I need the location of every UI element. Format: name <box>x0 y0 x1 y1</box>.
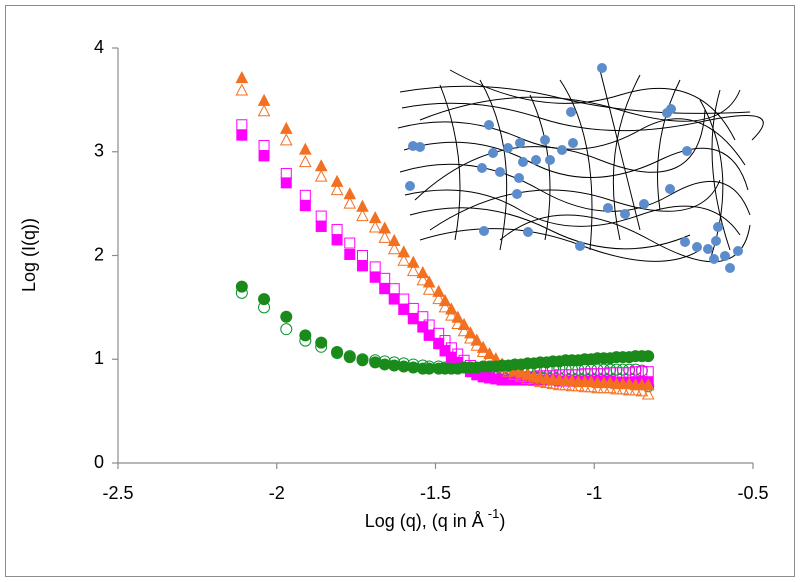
data-point <box>235 71 249 84</box>
data-point <box>416 266 430 279</box>
data-point <box>299 329 312 342</box>
data-point <box>397 253 411 266</box>
data-point <box>416 273 430 286</box>
data-point <box>343 351 356 364</box>
x-axis-label-sup: -1 <box>488 506 500 521</box>
data-point <box>379 283 391 295</box>
y-tick-label: 3 <box>94 141 104 161</box>
data-point <box>315 336 328 349</box>
data-point <box>398 303 410 315</box>
data-point <box>280 177 292 189</box>
data-point <box>483 346 496 360</box>
data-point <box>343 187 357 200</box>
data-point <box>280 323 293 336</box>
data-point <box>298 155 312 168</box>
data-point <box>407 313 419 325</box>
x-axis-label-end: ) <box>499 511 505 531</box>
data-point <box>331 345 344 358</box>
data-point <box>635 384 649 397</box>
x-axis-label-main: Log (q), (q in Å <box>365 511 484 531</box>
y-tick-label: 2 <box>94 244 104 264</box>
data-point <box>406 263 420 277</box>
x-tick-label: -2.5 <box>102 483 133 503</box>
data-point <box>406 255 420 268</box>
x-axis-label: Log (q), (q in Å -1) <box>365 506 506 530</box>
data-point <box>445 308 458 321</box>
x-tick-label: -1.5 <box>420 483 451 503</box>
data-point <box>417 321 429 333</box>
data-point <box>356 208 369 222</box>
data-point <box>457 317 471 331</box>
data-point <box>330 174 344 187</box>
data-point <box>236 129 248 141</box>
data-point <box>476 340 490 353</box>
inset-fibers <box>397 69 764 263</box>
data-point <box>378 221 392 234</box>
x-tick-label: -0.5 <box>737 483 768 503</box>
data-point <box>343 196 357 209</box>
data-point <box>439 345 451 357</box>
data-point <box>641 378 655 391</box>
data-point <box>299 200 311 212</box>
data-point <box>642 350 655 363</box>
data-point <box>330 183 344 196</box>
data-point <box>387 242 401 255</box>
y-tick-label: 4 <box>94 37 104 57</box>
x-tick-label: -1 <box>586 483 602 503</box>
data-point <box>344 248 356 260</box>
data-point <box>368 211 382 224</box>
x-tick-label: -2 <box>269 483 285 503</box>
data-point <box>438 300 452 313</box>
data-point <box>433 338 445 350</box>
data-point <box>457 324 471 337</box>
data-point <box>445 302 458 315</box>
data-point <box>279 133 293 146</box>
data-point <box>464 326 477 339</box>
data-point <box>258 150 270 162</box>
data-point <box>331 234 343 246</box>
data-point <box>298 142 312 155</box>
data-point <box>257 104 271 117</box>
data-point <box>423 329 435 341</box>
data-point <box>432 284 446 297</box>
data-point <box>257 93 271 106</box>
data-point <box>397 245 411 258</box>
data-point <box>356 354 369 367</box>
data-point <box>422 275 436 288</box>
data-point <box>258 293 271 306</box>
chart-frame <box>5 5 795 577</box>
data-point <box>356 260 368 272</box>
data-point <box>369 271 381 283</box>
data-point <box>422 282 436 295</box>
data-point <box>451 316 465 329</box>
data-point <box>388 293 400 305</box>
data-point <box>470 333 484 346</box>
y-tick-label: 0 <box>94 452 104 472</box>
data-point <box>451 310 465 323</box>
data-point <box>314 169 328 182</box>
data-point <box>279 121 293 134</box>
data-point <box>641 387 655 400</box>
data-point <box>280 310 293 323</box>
data-point <box>438 294 452 307</box>
data-point <box>344 237 356 249</box>
data-point <box>315 220 327 232</box>
data-point <box>368 220 382 233</box>
data-point <box>378 230 392 243</box>
data-point <box>235 280 248 293</box>
data-point <box>314 159 328 172</box>
data-point <box>432 291 446 305</box>
y-tick-label: 1 <box>94 348 104 368</box>
inset-particles <box>405 63 743 273</box>
data-point <box>387 233 401 246</box>
data-point <box>235 83 249 96</box>
data-point <box>356 199 369 212</box>
y-axis-label: Log (I(q)) <box>19 218 39 292</box>
